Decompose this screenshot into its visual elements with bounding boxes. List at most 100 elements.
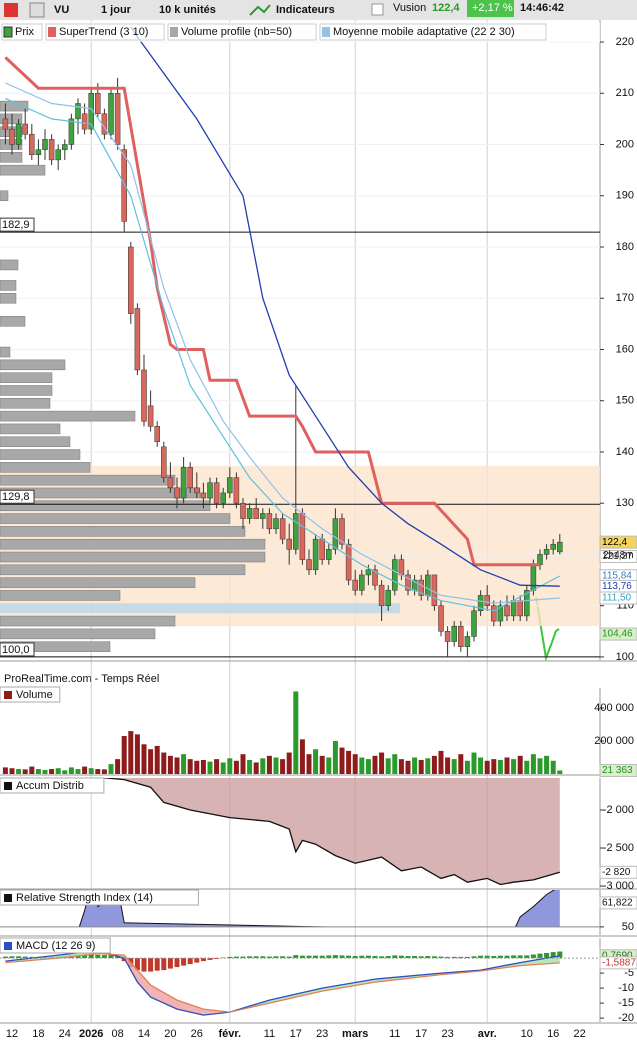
value-marker-label: 121,27 [602,551,633,562]
value-marker-label: 113,76 [602,581,632,592]
panel-title-box [0,937,111,954]
y-tick-label: -20 [618,1012,634,1024]
histogram-bar [464,956,470,959]
volume-bar [537,758,543,774]
area-line [99,778,560,886]
y-tick-label: 170 [616,292,634,304]
candle-body [233,477,240,504]
volume-bar [299,739,305,774]
x-tick-label: févr. [218,1028,241,1040]
icon[interactable] [4,3,18,17]
candle-body [524,590,530,617]
candle-body [557,541,563,553]
candle-body [378,584,385,606]
x-tick-label: 10 [521,1028,533,1040]
x-tick-label: 17 [415,1028,427,1040]
y-tick-label: 400 000 [594,702,634,714]
candle-body [207,482,213,499]
candle-body [128,246,134,314]
volume-profile-bar [0,385,53,396]
candle-body [365,569,372,576]
histogram-bar [207,958,213,960]
volume-profile-bar [0,641,111,652]
volume-profile-bar [0,398,51,409]
candle-body [48,139,55,161]
candle-body [418,579,424,596]
checkbox[interactable] [371,3,384,16]
histogram-bar [332,955,338,959]
value-marker-label: 111,50 [602,593,632,604]
y-tick-label: 220 [616,36,634,48]
candle-body [319,538,325,560]
volume-bar [385,758,391,774]
y-tick-label: 200 [616,138,634,150]
macd-fill [322,979,375,992]
legend-swatch [3,26,13,38]
volume-profile-bar [0,564,246,576]
candle-body [266,513,273,530]
histogram-bar [445,956,451,959]
period[interactable]: 1 jour [101,4,132,16]
panel-title-box [0,889,199,906]
volume-bar [88,768,94,774]
candle-body [2,118,9,130]
volume-bar [227,758,233,774]
histogram-bar [101,955,107,959]
candle-body [22,123,28,135]
candle-body [246,508,253,519]
rsi-line [78,890,555,927]
histogram-bar [365,955,371,959]
y-tick-label: 190 [616,190,634,202]
y-tick-label: -5 [624,967,634,979]
icon[interactable] [29,2,45,18]
indicator-line [4,56,540,567]
volume-bar [121,736,127,774]
volume-bar [293,691,299,774]
histogram-bar [280,956,286,959]
change: +2,17 % [472,2,513,14]
units[interactable]: 10 k unités [159,4,216,16]
y-tick-label: 160 [616,343,634,355]
volume-profile-bar [0,100,29,112]
histogram-bar [88,954,94,959]
legend-label: Moyenne mobile adaptative (22 2 30) [333,26,515,38]
histogram-bar [517,955,523,959]
histogram-bar [405,956,411,959]
y-tick-label: 140 [616,446,634,458]
volume-bar [524,760,530,774]
macd-fill [177,1000,204,1016]
volume-bar [141,744,147,774]
volume-bar [431,755,437,774]
panel-title-icon [4,691,12,699]
panel-title-box [0,686,61,703]
panel-title: Accum Distrib [16,780,84,792]
volume-bar [511,759,517,774]
volume-bar [280,759,286,774]
value-marker [599,535,637,549]
x-tick-label: 12 [6,1028,18,1040]
volume-profile-bar [0,500,211,512]
volume-bar [22,769,28,774]
y-tick-label: 50 [622,921,634,933]
volume-profile-bar [0,615,176,627]
histogram-bar [161,958,167,971]
volume-profile-bar [0,292,17,304]
icon[interactable] [249,4,271,16]
plot-area [78,890,560,927]
symbol[interactable]: VU [54,4,69,16]
indicators[interactable]: Indicateurs [276,4,335,16]
indicator-line [130,26,560,587]
volume-bar [187,759,193,774]
level-label: 100,0 [2,644,30,656]
volume-bar [266,755,272,774]
histogram-bar [141,958,147,972]
macd-line [5,949,560,1016]
volume-bar [75,769,81,774]
y-tick-label: -3 000 [603,880,634,892]
volume-bar [464,760,470,774]
candle-body [339,518,345,545]
legend-box [167,23,317,41]
histogram-bar [9,956,15,959]
candle-body [504,605,510,617]
candle-body [431,574,438,606]
